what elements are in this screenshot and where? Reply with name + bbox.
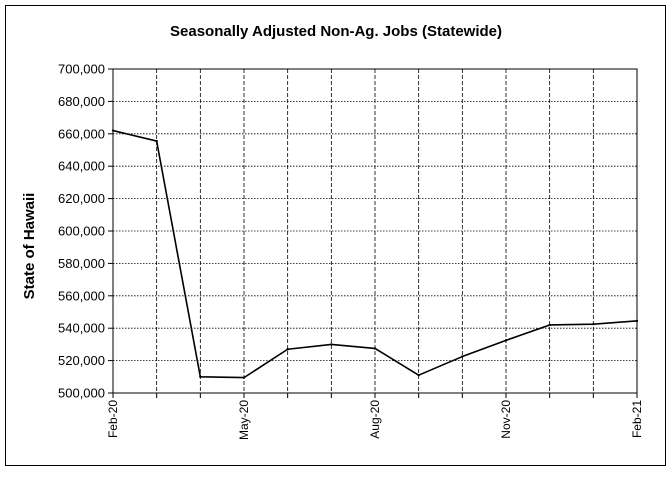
x-tick-labels: Feb-20 May-20 Aug-20 Nov-20 Feb-21	[106, 400, 644, 440]
data-point	[548, 323, 551, 327]
y-tick-label: 640,000	[58, 159, 105, 174]
x-tick-label: Feb-21	[630, 400, 644, 438]
data-point	[504, 339, 508, 342]
x-tick-label: Nov-20	[499, 400, 513, 439]
y-tick-label: 500,000	[58, 386, 105, 401]
chart-svg: Seasonally Adjusted Non-Ag. Jobs (Statew…	[21, 23, 644, 440]
chart-title: Seasonally Adjusted Non-Ag. Jobs (Statew…	[170, 23, 502, 40]
y-tick-label: 620,000	[58, 191, 105, 206]
data-point	[635, 319, 639, 323]
data-point	[155, 139, 158, 143]
data-point	[330, 343, 333, 346]
data-point	[373, 347, 377, 350]
y-tick-label: 580,000	[58, 256, 105, 271]
y-tick-label: 680,000	[58, 94, 105, 109]
data-point	[286, 348, 289, 351]
x-tick-label: Aug-20	[368, 400, 382, 439]
data-point	[242, 376, 246, 379]
y-tick-label: 600,000	[58, 224, 105, 239]
y-tick-label: 700,000	[58, 62, 105, 77]
y-axis-label: State of Hawaii	[21, 193, 38, 300]
x-tick-label: May-20	[237, 400, 251, 440]
axes-layer	[108, 68, 638, 398]
data-point	[111, 129, 115, 132]
series-layer	[111, 129, 639, 379]
data-point	[417, 373, 420, 377]
y-tick-label: 660,000	[58, 126, 105, 141]
grid-layer	[113, 68, 638, 393]
data-point	[461, 355, 464, 358]
chart-frame: Seasonally Adjusted Non-Ag. Jobs (Statew…	[5, 5, 666, 466]
data-point	[592, 322, 595, 326]
data-point	[199, 375, 202, 378]
y-tick-labels: 500,000 520,000 540,000 560,000 580,000 600,0…	[58, 62, 105, 401]
y-tick-label: 560,000	[58, 288, 105, 303]
y-tick-label: 520,000	[58, 353, 105, 368]
plot-area-border	[112, 68, 638, 394]
y-tick-label: 540,000	[58, 321, 105, 336]
x-tick-label: Feb-20	[106, 400, 120, 438]
